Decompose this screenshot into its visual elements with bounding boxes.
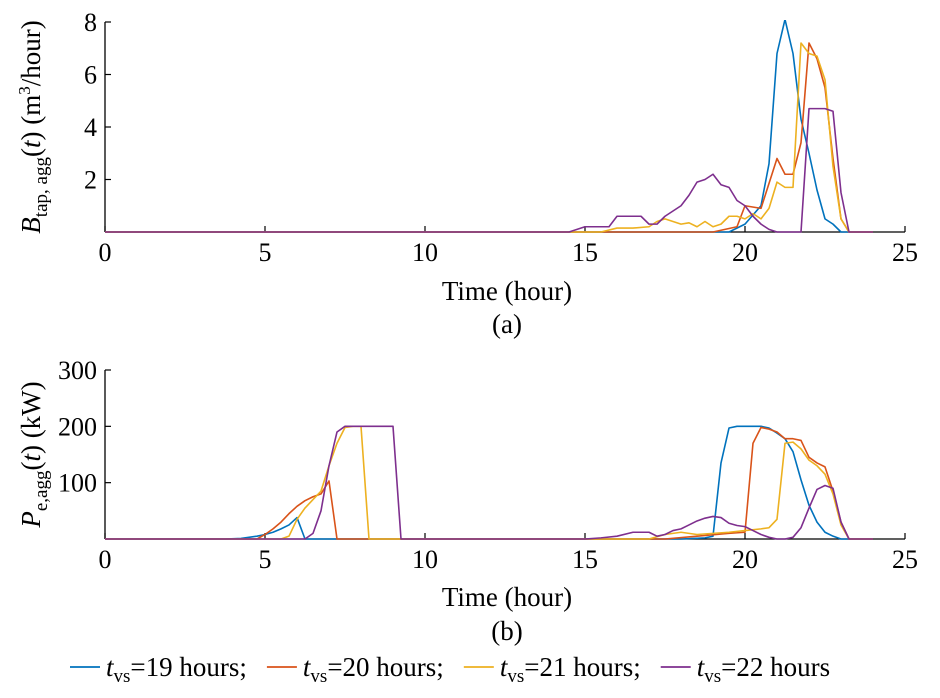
panel-label: (a) — [492, 309, 522, 339]
series-group — [105, 20, 873, 233]
x-tick-label: 0 — [99, 238, 112, 267]
x-tick-label: 15 — [572, 545, 598, 574]
panel-label: (b) — [491, 616, 522, 646]
x-tick-label: 5 — [259, 238, 272, 267]
series-line — [105, 425, 873, 540]
series-line — [105, 20, 873, 233]
legend-entry: tvs=19 hours; — [70, 652, 247, 687]
y-tick-label: 100 — [58, 469, 97, 498]
x-tick-label: 25 — [892, 238, 918, 267]
y-tick-label: 300 — [58, 356, 97, 385]
series-line — [105, 42, 873, 233]
legend-label: tvs=21 hours; — [500, 652, 641, 687]
chart-panel-b: 0 5 10 15 20 25 100 200 300 Time (hour) (b) Pe,agg(… — [16, 356, 918, 646]
legend-label: tvs=22 hours — [697, 652, 830, 687]
x-tick-label: 20 — [732, 545, 758, 574]
y-tick-label: 4 — [84, 113, 97, 142]
x-tick-label: 10 — [412, 238, 438, 267]
series-line — [105, 107, 873, 233]
legend-label: tvs=20 hours; — [303, 652, 444, 687]
series-line — [105, 42, 873, 233]
x-tick-label: 10 — [412, 545, 438, 574]
y-axis-label: Pe,agg(t) (kW) — [16, 381, 52, 528]
x-tick-label: 15 — [572, 238, 598, 267]
y-tick-label: 2 — [84, 166, 97, 195]
x-tick-label: 20 — [732, 238, 758, 267]
y-tick-label: 200 — [58, 412, 97, 441]
x-tick-label: 25 — [892, 545, 918, 574]
y-axis-label: Btap, agg(t) (m3/hour) — [15, 20, 52, 233]
legend-entry: tvs=20 hours; — [266, 652, 444, 687]
legend-entry: tvs=22 hours — [660, 652, 830, 687]
legend-label: tvs=19 hours; — [106, 652, 247, 687]
y-tick-label: 6 — [84, 61, 97, 90]
legend-entry: tvs=21 hours; — [463, 652, 641, 687]
x-axis-label: Time (hour) — [442, 276, 572, 306]
x-tick-label: 5 — [259, 545, 272, 574]
series-line — [105, 425, 873, 540]
series-line — [105, 425, 873, 540]
x-axis-label: Time (hour) — [442, 582, 572, 612]
x-tick-label: 0 — [99, 545, 112, 574]
series-line — [105, 426, 873, 540]
chart-panel-a: 0 5 10 15 20 25 2 4 6 8 Time (hour)(a) Btap, agg(t)… — [15, 8, 918, 339]
legend: tvs=19 hours; tvs=20 hours; tvs=21 hours; t… — [70, 652, 830, 687]
series-group — [105, 425, 873, 540]
y-tick-label: 8 — [84, 8, 97, 37]
